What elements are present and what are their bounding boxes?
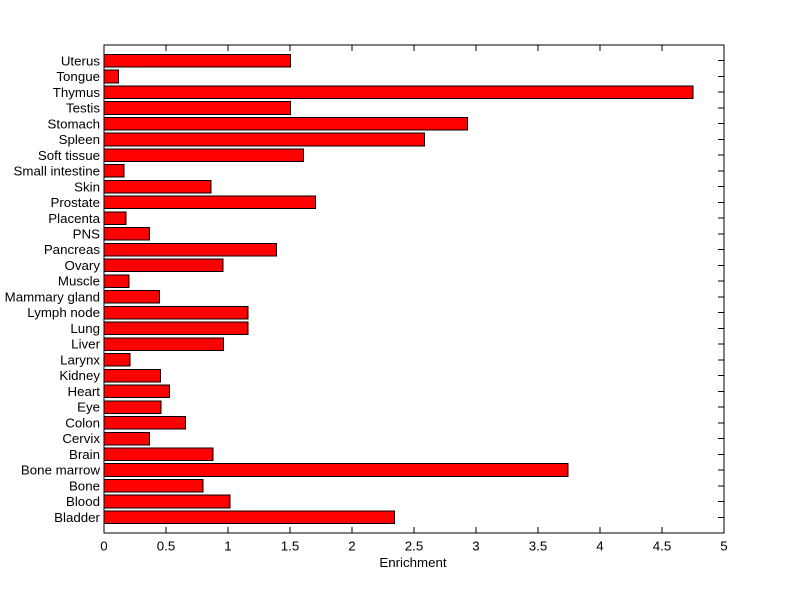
- svg-text:Bone marrow: Bone marrow: [21, 463, 100, 478]
- svg-text:Blood: Blood: [66, 494, 100, 509]
- svg-text:Testis: Testis: [66, 101, 100, 116]
- svg-text:Bladder: Bladder: [54, 510, 100, 525]
- svg-text:Cervix: Cervix: [62, 431, 100, 446]
- svg-text:Uterus: Uterus: [61, 53, 101, 68]
- svg-text:Pancreas: Pancreas: [44, 242, 101, 257]
- svg-text:2: 2: [348, 538, 355, 553]
- svg-text:2.5: 2.5: [405, 538, 424, 553]
- svg-text:5: 5: [720, 538, 727, 553]
- svg-text:Liver: Liver: [71, 337, 100, 352]
- svg-text:Mammary gland: Mammary gland: [5, 290, 100, 305]
- svg-text:Heart: Heart: [67, 384, 100, 399]
- svg-text:Thymus: Thymus: [53, 85, 101, 100]
- svg-text:1: 1: [224, 538, 231, 553]
- svg-text:Kidney: Kidney: [59, 368, 100, 383]
- svg-text:Ovary: Ovary: [65, 258, 101, 273]
- svg-text:Prostate: Prostate: [50, 195, 100, 210]
- svg-text:0.5: 0.5: [157, 538, 176, 553]
- svg-text:4: 4: [596, 538, 603, 553]
- svg-text:Brain: Brain: [69, 447, 100, 462]
- svg-text:Skin: Skin: [74, 179, 100, 194]
- svg-text:3: 3: [472, 538, 479, 553]
- svg-text:PNS: PNS: [73, 227, 100, 242]
- svg-text:Bone: Bone: [69, 478, 100, 493]
- svg-text:Placenta: Placenta: [48, 211, 100, 226]
- svg-text:Stomach: Stomach: [48, 116, 100, 131]
- svg-text:Enrichment: Enrichment: [379, 555, 447, 570]
- svg-text:Tongue: Tongue: [56, 69, 100, 84]
- svg-text:3.5: 3.5: [529, 538, 548, 553]
- svg-text:Lung: Lung: [70, 321, 100, 336]
- svg-text:0: 0: [100, 538, 107, 553]
- svg-text:Colon: Colon: [65, 415, 100, 430]
- svg-text:1.5: 1.5: [281, 538, 300, 553]
- svg-text:Larynx: Larynx: [60, 352, 100, 367]
- svg-text:Eye: Eye: [77, 400, 100, 415]
- svg-text:Lymph node: Lymph node: [27, 305, 100, 320]
- svg-text:Soft tissue: Soft tissue: [38, 148, 100, 163]
- svg-text:Spleen: Spleen: [59, 132, 100, 147]
- svg-text:Muscle: Muscle: [58, 274, 100, 289]
- svg-text:Small intestine: Small intestine: [14, 164, 100, 179]
- svg-text:4.5: 4.5: [653, 538, 672, 553]
